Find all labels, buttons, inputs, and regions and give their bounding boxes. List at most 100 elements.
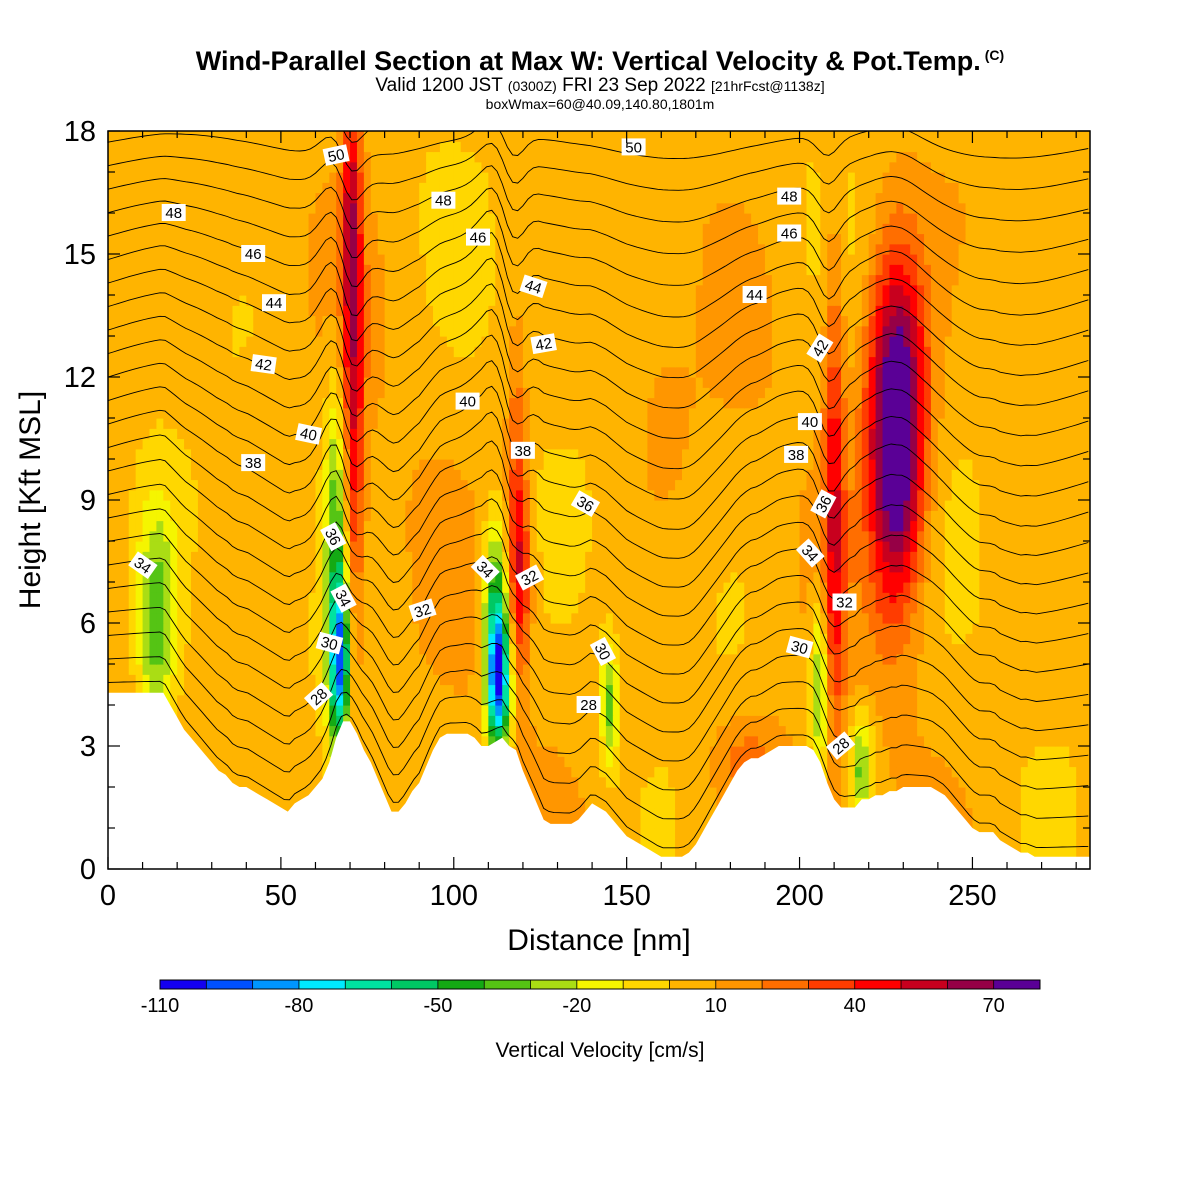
- velocity-cell: [529, 705, 538, 716]
- velocity-cell: [1062, 674, 1070, 686]
- velocity-cell: [267, 643, 275, 655]
- velocity-cell: [121, 664, 130, 675]
- velocity-cell: [986, 530, 994, 542]
- velocity-cell: [771, 530, 780, 542]
- velocity-cell: [702, 623, 711, 634]
- velocity-cell: [384, 787, 393, 798]
- velocity-cell: [350, 643, 358, 655]
- velocity-cell: [896, 510, 904, 522]
- velocity-cell: [744, 520, 752, 532]
- velocity-cell: [944, 735, 953, 747]
- velocity-cell: [827, 510, 835, 522]
- velocity-cell: [287, 776, 296, 788]
- velocity-cell: [1034, 551, 1043, 563]
- velocity-cell: [875, 694, 884, 706]
- velocity-cell: [889, 653, 897, 665]
- velocity-cell: [246, 612, 254, 624]
- velocity-cell: [910, 746, 918, 757]
- velocity-cell: [640, 530, 649, 542]
- velocity-cell: [944, 684, 953, 696]
- velocity-cell: [827, 735, 835, 747]
- velocity-cell: [695, 643, 704, 655]
- velocity-cell: [1034, 664, 1043, 675]
- velocity-cell: [522, 705, 531, 716]
- velocity-cell: [398, 530, 406, 542]
- velocity-cell: [896, 561, 904, 573]
- velocity-cell: [322, 735, 330, 747]
- velocity-cell: [903, 530, 911, 542]
- velocity-cell: [287, 725, 296, 737]
- velocity-cell: [1048, 530, 1057, 542]
- velocity-cell: [806, 582, 814, 593]
- velocity-cell: [986, 571, 994, 583]
- velocity-cell: [543, 756, 552, 768]
- velocity-cell: [1069, 612, 1077, 624]
- velocity-cell: [121, 500, 130, 511]
- velocity-cell: [287, 664, 296, 675]
- velocity-cell: [979, 541, 987, 552]
- velocity-cell: [675, 715, 683, 727]
- velocity-cell: [861, 776, 870, 788]
- velocity-cell: [571, 561, 579, 573]
- velocity-cell: [280, 510, 289, 522]
- velocity-cell: [391, 571, 400, 583]
- velocity-cell: [1027, 797, 1036, 809]
- velocity-cell: [1013, 684, 1022, 696]
- velocity-cell: [681, 602, 690, 614]
- velocity-cell: [702, 787, 711, 798]
- velocity-cell: [1041, 817, 1050, 829]
- velocity-cell: [958, 561, 967, 573]
- velocity-cell: [965, 776, 974, 788]
- velocity-cell: [273, 561, 282, 573]
- velocity-cell: [716, 612, 725, 624]
- velocity-cell: [668, 674, 676, 686]
- velocity-cell: [571, 623, 579, 634]
- velocity-cell: [661, 551, 669, 563]
- velocity-cell: [114, 623, 123, 634]
- velocity-cell: [695, 776, 704, 788]
- velocity-cell: [1076, 582, 1084, 593]
- velocity-cell: [647, 612, 655, 624]
- velocity-cell: [391, 725, 400, 737]
- velocity-cell: [841, 551, 849, 563]
- velocity-cell: [1069, 766, 1077, 778]
- velocity-cell: [875, 592, 884, 604]
- velocity-cell: [619, 612, 628, 624]
- velocity-cell: [605, 592, 614, 604]
- velocity-cell: [764, 653, 773, 665]
- velocity-cell: [764, 633, 773, 645]
- velocity-cell: [287, 787, 296, 798]
- velocity-cell: [695, 746, 704, 757]
- velocity-cell: [571, 705, 579, 716]
- velocity-cell: [308, 582, 317, 593]
- velocity-cell: [260, 633, 268, 645]
- velocity-cell: [273, 623, 282, 634]
- velocity-cell: [564, 715, 572, 727]
- velocity-cell: [474, 571, 483, 583]
- velocity-cell: [280, 571, 289, 583]
- velocity-cell: [751, 674, 759, 686]
- velocity-cell: [785, 735, 794, 747]
- velocity-cell: [605, 725, 614, 737]
- velocity-cell: [778, 653, 787, 665]
- velocity-cell: [675, 725, 683, 737]
- velocity-cell: [571, 510, 579, 522]
- velocity-cell: [177, 571, 185, 583]
- velocity-cell: [917, 653, 925, 665]
- velocity-cell: [350, 510, 358, 522]
- velocity-cell: [550, 684, 559, 696]
- velocity-cell: [889, 705, 897, 716]
- velocity-cell: [702, 746, 711, 757]
- velocity-cell: [529, 592, 538, 604]
- velocity-cell: [356, 694, 365, 706]
- velocity-cell: [771, 633, 780, 645]
- velocity-cell: [1076, 746, 1084, 757]
- velocity-cell: [253, 705, 261, 716]
- velocity-cell: [1041, 633, 1050, 645]
- velocity-cell: [218, 746, 227, 757]
- velocity-cell: [813, 592, 821, 604]
- velocity-cell: [875, 643, 884, 655]
- velocity-cell: [737, 715, 745, 727]
- velocity-cell: [605, 520, 614, 532]
- velocity-cell: [640, 838, 649, 850]
